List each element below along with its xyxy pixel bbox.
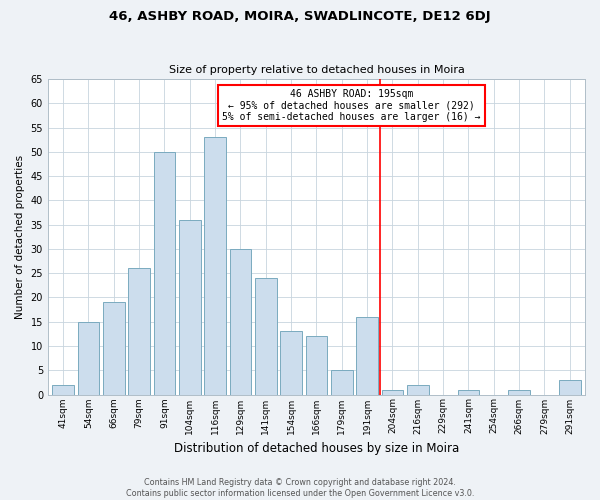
Bar bbox=[154, 152, 175, 394]
Bar bbox=[103, 302, 125, 394]
Title: Size of property relative to detached houses in Moira: Size of property relative to detached ho… bbox=[169, 66, 464, 76]
Bar bbox=[52, 385, 74, 394]
Bar bbox=[382, 390, 403, 394]
Bar bbox=[407, 385, 428, 394]
Bar bbox=[77, 322, 99, 394]
Bar bbox=[356, 317, 378, 394]
Bar bbox=[508, 390, 530, 394]
Text: 46, ASHBY ROAD, MOIRA, SWADLINCOTE, DE12 6DJ: 46, ASHBY ROAD, MOIRA, SWADLINCOTE, DE12… bbox=[109, 10, 491, 23]
Bar bbox=[205, 138, 226, 394]
Bar bbox=[305, 336, 327, 394]
Text: Contains HM Land Registry data © Crown copyright and database right 2024.
Contai: Contains HM Land Registry data © Crown c… bbox=[126, 478, 474, 498]
Bar bbox=[458, 390, 479, 394]
Bar bbox=[280, 332, 302, 394]
Bar bbox=[331, 370, 353, 394]
X-axis label: Distribution of detached houses by size in Moira: Distribution of detached houses by size … bbox=[174, 442, 459, 455]
Text: 46 ASHBY ROAD: 195sqm
← 95% of detached houses are smaller (292)
5% of semi-deta: 46 ASHBY ROAD: 195sqm ← 95% of detached … bbox=[222, 88, 481, 122]
Bar bbox=[255, 278, 277, 394]
Bar bbox=[128, 268, 150, 394]
Y-axis label: Number of detached properties: Number of detached properties bbox=[15, 154, 25, 319]
Bar bbox=[230, 249, 251, 394]
Bar bbox=[559, 380, 581, 394]
Bar bbox=[179, 220, 200, 394]
